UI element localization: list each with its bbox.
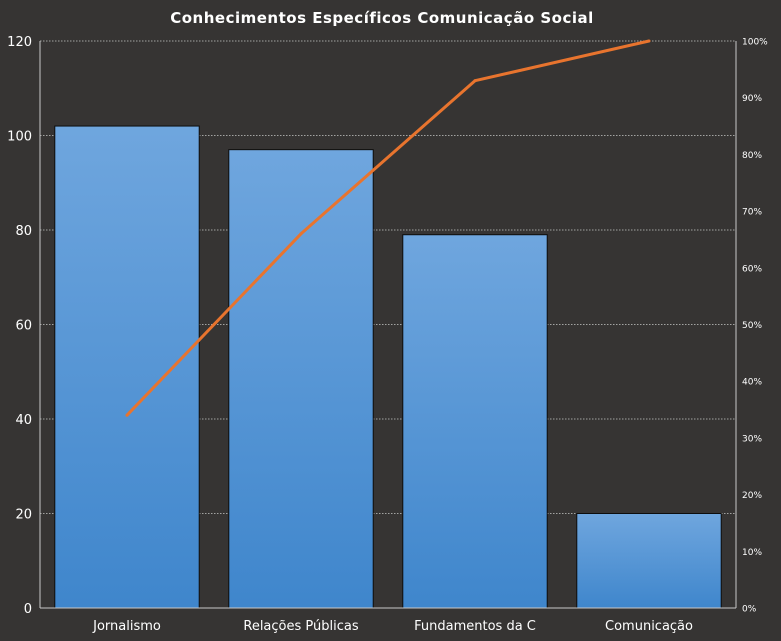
y-tick-label: 20 xyxy=(15,508,32,523)
secondary-y-tick-label: 50% xyxy=(742,321,762,331)
secondary-y-axis-ticks: 0% 10% 20% 30% 40% 50% 60% 70% 80% 90% 100% xyxy=(742,38,768,615)
bars xyxy=(54,125,722,609)
y-tick-label: 120 xyxy=(7,35,32,50)
secondary-y-tick-label: 0% xyxy=(742,605,757,615)
y-tick-label: 40 xyxy=(15,413,32,428)
line-point-2 xyxy=(299,232,303,236)
chart-title: Conhecimentos Específicos Comunicação So… xyxy=(170,9,594,27)
cumulative-line xyxy=(125,39,651,417)
line-point-4 xyxy=(647,39,651,43)
bar-2 xyxy=(228,149,374,609)
x-tick-label: Jornalismo xyxy=(92,619,161,634)
secondary-y-tick-label: 100% xyxy=(742,38,768,48)
secondary-y-tick-label: 60% xyxy=(742,264,762,274)
secondary-y-tick-label: 70% xyxy=(742,208,762,218)
cumulative-percentage-line xyxy=(125,39,650,417)
line-point-3 xyxy=(473,79,477,83)
y-tick-label: 100 xyxy=(7,130,32,145)
y-axis-ticks: 0 20 40 60 80 100 120 xyxy=(7,35,32,617)
y-tick-label: 80 xyxy=(15,224,32,239)
secondary-y-tick-label: 90% xyxy=(742,94,762,104)
bar-1 xyxy=(54,125,200,609)
axes xyxy=(39,41,737,609)
x-tick-label: Fundamentos da C xyxy=(414,619,536,634)
line-point-1 xyxy=(125,413,129,417)
y-tick-label: 60 xyxy=(15,319,32,334)
x-tick-label: Relações Públicas xyxy=(243,619,358,634)
secondary-y-tick-label: 10% xyxy=(742,548,762,558)
x-tick-label: Comunicação xyxy=(605,619,693,634)
secondary-y-tick-label: 80% xyxy=(742,151,762,161)
bar-4 xyxy=(576,513,722,609)
secondary-y-tick-label: 40% xyxy=(742,378,762,388)
bar-3 xyxy=(402,234,548,609)
secondary-y-tick-label: 30% xyxy=(742,434,762,444)
y-tick-label: 0 xyxy=(24,602,32,617)
x-axis-ticks: Jornalismo Relações Públicas Fundamentos d… xyxy=(92,619,693,634)
secondary-y-tick-label: 20% xyxy=(742,491,762,501)
